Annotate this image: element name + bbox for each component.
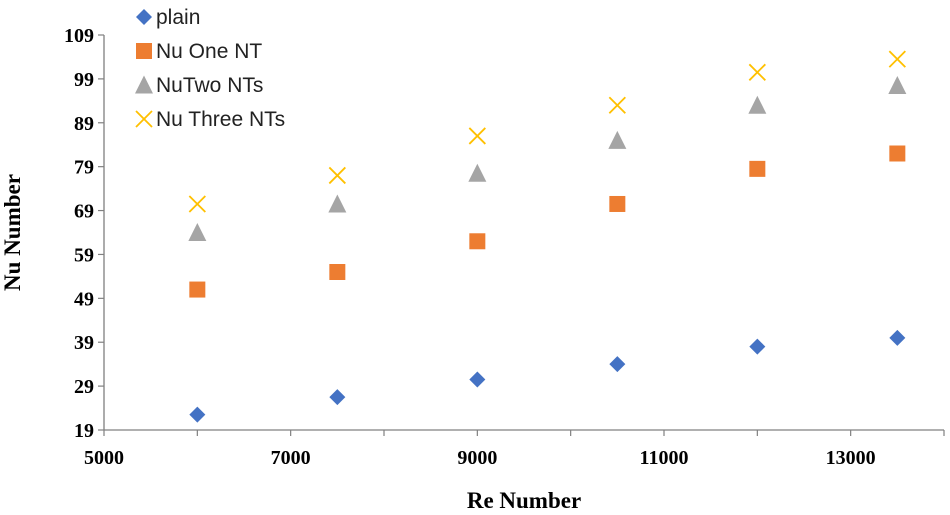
legend-label: NuTwo NTs <box>156 74 263 97</box>
legend-item: NuTwo NTs <box>135 74 263 97</box>
data-point <box>328 166 346 185</box>
y-axis-ticks: 19 29 39 49 59 69 79 89 99 109 <box>64 25 104 442</box>
data-point <box>189 281 206 298</box>
axes <box>103 35 944 431</box>
x-stroke <box>888 50 906 68</box>
data-point <box>189 406 206 423</box>
series-2 <box>188 75 907 241</box>
data-point <box>889 145 906 162</box>
legend-marker <box>136 9 152 25</box>
x-stroke <box>188 195 206 213</box>
x-stroke <box>328 166 346 185</box>
y-tick-label: 99 <box>74 69 94 91</box>
y-tick-label: 69 <box>74 201 94 223</box>
data-point <box>329 264 346 280</box>
data-point <box>609 195 626 212</box>
data-point <box>468 127 486 145</box>
data-point <box>748 63 766 81</box>
legend-label: Nu One NT <box>156 40 262 63</box>
y-tick-label: 29 <box>74 376 94 398</box>
data-point <box>609 356 626 373</box>
x-stroke <box>748 63 766 81</box>
data-point <box>748 95 767 114</box>
y-tick-label: 59 <box>74 244 94 266</box>
legend-item: plain <box>136 6 200 29</box>
x-stroke <box>608 96 626 114</box>
data-point <box>328 194 347 213</box>
data-point <box>469 233 486 250</box>
data-point <box>608 130 627 149</box>
data-point <box>749 338 766 355</box>
legend-item: Nu One NT <box>136 40 262 63</box>
x-tick-label: 11000 <box>640 447 689 469</box>
legend-label: plain <box>156 6 200 29</box>
y-tick-label: 89 <box>74 113 94 135</box>
x-axis-ticks: 5000 7000 9000 11000 13000 <box>84 430 945 469</box>
data-points <box>188 50 907 423</box>
x-tick-label: 13000 <box>826 447 876 469</box>
data-point <box>749 160 766 177</box>
legend-label: Nu Three NTs <box>156 108 285 131</box>
x-stroke <box>468 127 486 145</box>
data-point <box>889 329 906 346</box>
data-point <box>468 163 487 182</box>
legend-marker <box>136 43 152 59</box>
x-tick-label: 9000 <box>457 447 497 469</box>
y-tick-label: 79 <box>74 157 94 179</box>
data-point <box>188 223 207 241</box>
legend-marker <box>135 75 153 94</box>
legend: plain Nu One NT NuTwo NTs Nu Three NTs <box>135 6 285 131</box>
x-tick-label: 5000 <box>84 447 124 469</box>
y-axis-title: Nu Number <box>0 174 25 291</box>
series-1 <box>189 145 906 298</box>
series-0 <box>189 329 906 423</box>
x-axis-title: Re Number <box>467 488 581 513</box>
data-point <box>888 50 906 68</box>
data-point <box>888 75 907 94</box>
x-tick-label: 7000 <box>271 447 311 469</box>
legend-item: Nu Three NTs <box>135 108 285 131</box>
data-point <box>469 371 486 388</box>
y-tick-label: 109 <box>64 25 94 47</box>
x-stroke <box>135 110 153 128</box>
data-point <box>188 195 206 213</box>
y-tick-label: 39 <box>74 332 94 354</box>
series-3 <box>188 50 906 213</box>
y-tick-label: 49 <box>74 288 94 310</box>
legend-marker <box>135 110 153 128</box>
data-point <box>329 389 346 406</box>
data-point <box>608 96 626 114</box>
y-tick-label: 19 <box>74 420 94 442</box>
